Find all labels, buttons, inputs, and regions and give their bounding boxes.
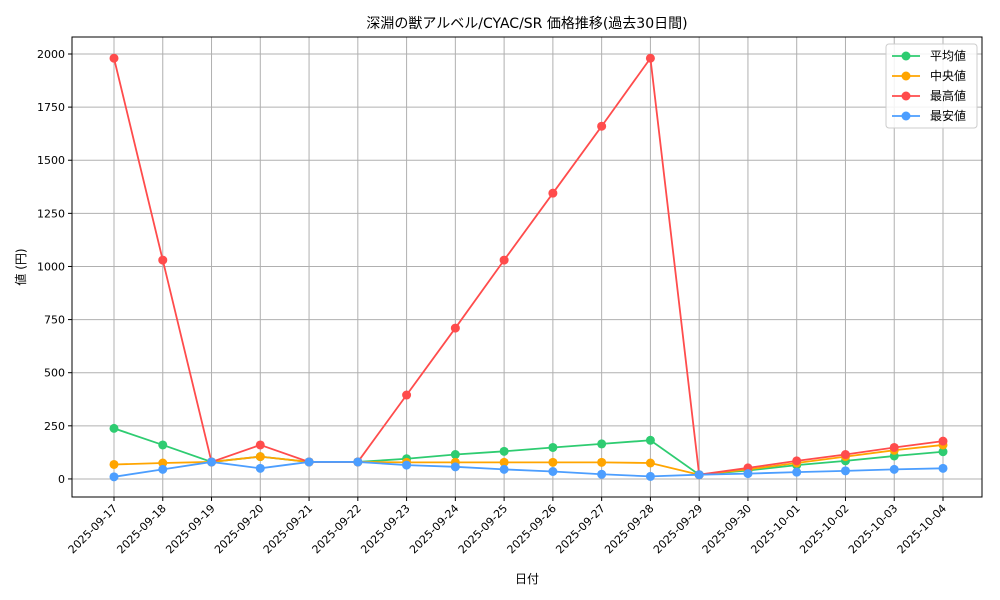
- x-tick-label: 2025-09-20: [212, 502, 266, 556]
- data-point: [645, 471, 655, 481]
- data-point: [597, 121, 607, 131]
- data-point: [499, 457, 509, 467]
- data-point: [840, 450, 850, 460]
- y-tick-label: 1000: [37, 260, 65, 273]
- x-tick-label: 2025-09-24: [407, 502, 461, 556]
- data-point: [938, 436, 948, 446]
- x-axis: 2025-09-172025-09-182025-09-192025-09-20…: [66, 497, 949, 556]
- y-tick-label: 750: [44, 314, 65, 327]
- data-point: [450, 323, 460, 333]
- data-point: [548, 442, 558, 452]
- series-line: [113, 461, 944, 478]
- data-point: [645, 435, 655, 445]
- data-point: [645, 458, 655, 468]
- legend-label: 中央値: [930, 68, 966, 83]
- legend-marker: [901, 51, 911, 61]
- y-tick-label: 0: [58, 473, 65, 486]
- data-point: [597, 457, 607, 467]
- x-tick-label: 2025-09-19: [163, 502, 217, 556]
- x-tick-label: 2025-09-27: [553, 502, 607, 556]
- legend-label: 最安値: [930, 108, 966, 123]
- x-tick-label: 2025-09-25: [456, 502, 510, 556]
- data-point: [938, 447, 948, 457]
- data-point: [109, 459, 119, 469]
- data-point: [645, 53, 655, 63]
- data-point: [158, 458, 168, 468]
- x-tick-label: 2025-09-29: [651, 502, 705, 556]
- data-point: [840, 466, 850, 476]
- legend-marker: [901, 91, 911, 101]
- x-tick-label: 2025-10-03: [846, 502, 900, 556]
- x-tick-label: 2025-09-30: [700, 502, 754, 556]
- legend-label: 平均値: [930, 48, 966, 63]
- data-point: [109, 53, 119, 63]
- x-tick-label: 2025-10-02: [797, 502, 851, 556]
- data-point: [158, 440, 168, 450]
- x-tick-label: 2025-09-21: [261, 502, 315, 556]
- data-point: [743, 469, 753, 479]
- data-point: [109, 472, 119, 482]
- data-point: [792, 467, 802, 477]
- data-point: [499, 464, 509, 474]
- data-point: [402, 460, 412, 470]
- y-tick-label: 1250: [37, 207, 65, 220]
- data-point: [207, 457, 217, 467]
- legend-label: 最高値: [930, 88, 966, 103]
- x-tick-label: 2025-09-18: [114, 502, 168, 556]
- y-axis-label: 値 (円): [13, 248, 28, 285]
- data-point: [450, 450, 460, 460]
- series-line: [113, 444, 944, 476]
- series-line: [113, 427, 944, 476]
- series-group: [109, 53, 948, 482]
- data-point: [499, 255, 509, 265]
- x-tick-label: 2025-09-23: [358, 502, 412, 556]
- x-tick-label: 2025-09-26: [505, 502, 559, 556]
- legend-box: [885, 43, 978, 129]
- plot-frame: [71, 36, 983, 498]
- data-point: [694, 470, 704, 480]
- data-point: [499, 446, 509, 456]
- data-point: [548, 457, 558, 467]
- data-point: [889, 442, 899, 452]
- data-point: [158, 255, 168, 265]
- series-3: [109, 457, 948, 482]
- data-point: [255, 440, 265, 450]
- legend-marker: [901, 71, 911, 81]
- data-point: [597, 439, 607, 449]
- data-point: [304, 457, 314, 467]
- data-point: [548, 188, 558, 198]
- chart-title: 深淵の獣アルベル/CYAC/SR 価格推移(過去30日間): [366, 16, 687, 32]
- y-tick-label: 500: [44, 367, 65, 380]
- y-tick-label: 1750: [37, 101, 65, 114]
- grid: [72, 37, 982, 497]
- data-point: [158, 464, 168, 474]
- series-line: [113, 55, 944, 476]
- x-tick-label: 2025-10-01: [748, 502, 802, 556]
- y-tick-label: 1500: [37, 154, 65, 167]
- series-1: [109, 440, 948, 480]
- data-point: [255, 463, 265, 473]
- data-point: [548, 467, 558, 477]
- x-tick-label: 2025-10-04: [895, 502, 949, 556]
- x-tick-label: 2025-09-28: [602, 502, 656, 556]
- y-tick-label: 2000: [37, 48, 65, 61]
- x-tick-label: 2025-09-17: [66, 502, 120, 556]
- data-point: [353, 457, 363, 467]
- y-axis: 0 250 500 750 1000 1250 1500 1750 2000: [37, 48, 72, 486]
- data-point: [792, 456, 802, 466]
- x-tick-label: 2025-09-22: [310, 502, 364, 556]
- y-tick-label: 250: [44, 420, 65, 433]
- data-point: [402, 390, 412, 400]
- data-point: [938, 463, 948, 473]
- data-point: [109, 423, 119, 433]
- legend-marker: [901, 111, 911, 121]
- x-axis-label: 日付: [515, 572, 539, 586]
- data-point: [597, 469, 607, 479]
- data-point: [255, 452, 265, 462]
- data-point: [889, 464, 899, 474]
- data-point: [450, 462, 460, 472]
